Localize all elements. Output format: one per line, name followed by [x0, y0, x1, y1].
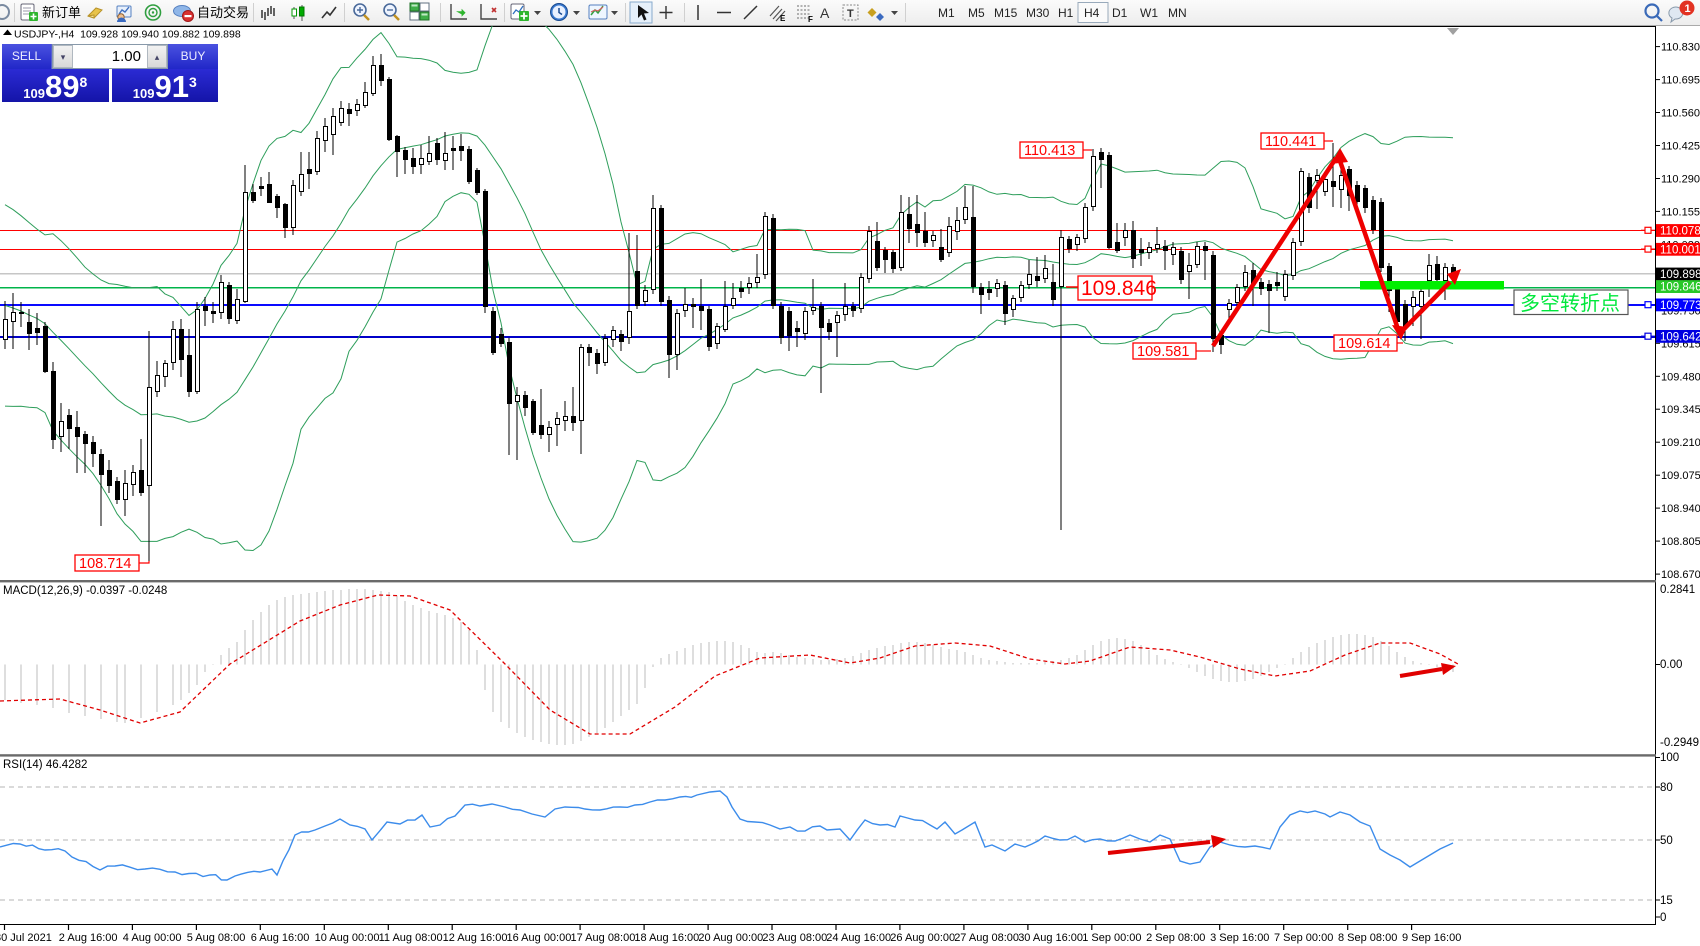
- svg-text:15: 15: [1660, 895, 1673, 907]
- svg-text:109.846: 109.846: [1660, 282, 1700, 294]
- svg-text:12 Aug 16:00: 12 Aug 16:00: [443, 932, 508, 944]
- svg-text:17 Aug 08:00: 17 Aug 08:00: [571, 932, 636, 944]
- svg-text:4 Aug 00:00: 4 Aug 00:00: [123, 932, 182, 944]
- svg-text:10 Aug 00:00: 10 Aug 00:00: [315, 932, 380, 944]
- svg-text:30 Jul 2021: 30 Jul 2021: [0, 932, 52, 944]
- svg-text:110.441: 110.441: [1265, 134, 1316, 150]
- svg-text:26 Aug 00:00: 26 Aug 00:00: [890, 932, 955, 944]
- svg-text:M30: M30: [1026, 6, 1050, 20]
- svg-text:RSI(14) 46.4282: RSI(14) 46.4282: [3, 759, 87, 771]
- svg-text:A: A: [820, 5, 830, 21]
- svg-text:27 Aug 08:00: 27 Aug 08:00: [954, 932, 1019, 944]
- svg-text:16 Aug 00:00: 16 Aug 00:00: [507, 932, 572, 944]
- svg-text:108.714: 108.714: [79, 556, 131, 572]
- svg-text:H4: H4: [1084, 6, 1100, 20]
- svg-text:USDJPY-,H4 109.928 109.940 10: USDJPY-,H4 109.928 109.940 109.882 109.8…: [14, 29, 241, 41]
- svg-text:9 Sep 16:00: 9 Sep 16:00: [1402, 932, 1461, 944]
- svg-text:100: 100: [1660, 752, 1679, 764]
- svg-text:T: T: [847, 8, 854, 20]
- svg-text:80: 80: [1660, 782, 1673, 794]
- svg-text:W1: W1: [1140, 6, 1158, 20]
- svg-text:3 Sep 16:00: 3 Sep 16:00: [1210, 932, 1269, 944]
- svg-text:110.078: 110.078: [1660, 226, 1700, 238]
- svg-text:F: F: [808, 15, 813, 24]
- svg-text:109.846: 109.846: [1081, 277, 1157, 300]
- svg-text:5 Aug 08:00: 5 Aug 08:00: [187, 932, 246, 944]
- svg-text:新订单: 新订单: [42, 5, 81, 20]
- svg-text:110.425: 110.425: [1661, 141, 1700, 153]
- svg-text:2 Aug 16:00: 2 Aug 16:00: [59, 932, 118, 944]
- svg-text:30 Aug 16:00: 30 Aug 16:00: [1018, 932, 1083, 944]
- svg-text:108.805: 108.805: [1661, 536, 1700, 548]
- svg-text:109.642: 109.642: [1660, 331, 1700, 343]
- svg-text:110.290: 110.290: [1661, 174, 1700, 186]
- svg-text:109.345: 109.345: [1661, 404, 1700, 416]
- svg-text:108.670: 108.670: [1661, 569, 1700, 581]
- svg-text:M5: M5: [968, 6, 985, 20]
- svg-text:M1: M1: [938, 6, 955, 20]
- svg-text:20 Aug 00:00: 20 Aug 00:00: [698, 932, 763, 944]
- svg-text:D1: D1: [1112, 6, 1128, 20]
- svg-text:0.00: 0.00: [1660, 659, 1682, 671]
- svg-text:109.898: 109.898: [1660, 269, 1700, 281]
- svg-text:110.560: 110.560: [1661, 108, 1700, 120]
- svg-text:MACD(12,26,9) -0.0397 -0.0248: MACD(12,26,9) -0.0397 -0.0248: [3, 585, 167, 597]
- svg-text:50: 50: [1660, 835, 1673, 847]
- svg-text:109.614: 109.614: [1338, 336, 1390, 352]
- svg-text:109.581: 109.581: [1137, 344, 1189, 360]
- svg-text:M15: M15: [994, 6, 1018, 20]
- svg-text:-0.2949: -0.2949: [1660, 737, 1699, 749]
- svg-text:109.075: 109.075: [1661, 470, 1700, 482]
- svg-text:24 Aug 16:00: 24 Aug 16:00: [826, 932, 891, 944]
- svg-text:110.001: 110.001: [1660, 244, 1700, 256]
- svg-text:MN: MN: [1168, 6, 1187, 20]
- svg-text:6 Aug 16:00: 6 Aug 16:00: [251, 932, 310, 944]
- svg-text:108.940: 108.940: [1661, 503, 1700, 515]
- svg-text:11 Aug 08:00: 11 Aug 08:00: [379, 932, 443, 944]
- svg-text:110.155: 110.155: [1661, 206, 1700, 218]
- svg-text:0: 0: [1660, 912, 1666, 924]
- svg-text:H1: H1: [1058, 6, 1074, 20]
- svg-text:2 Sep 08:00: 2 Sep 08:00: [1146, 932, 1205, 944]
- svg-text:110.413: 110.413: [1024, 143, 1075, 159]
- svg-text:0.2841: 0.2841: [1660, 584, 1695, 596]
- svg-text:1: 1: [1685, 3, 1691, 15]
- svg-text:7 Sep 00:00: 7 Sep 00:00: [1274, 932, 1333, 944]
- svg-text:23 Aug 08:00: 23 Aug 08:00: [762, 932, 827, 944]
- svg-text:自动交易: 自动交易: [197, 5, 249, 20]
- svg-text:18 Aug 16:00: 18 Aug 16:00: [634, 932, 699, 944]
- svg-text:109.480: 109.480: [1661, 371, 1700, 383]
- svg-text:E: E: [780, 14, 786, 23]
- svg-text:109.773: 109.773: [1660, 300, 1700, 312]
- svg-text:110.695: 110.695: [1661, 75, 1700, 87]
- svg-text:110.830: 110.830: [1661, 42, 1700, 54]
- svg-text:多空转折点: 多空转折点: [1520, 292, 1620, 315]
- svg-text:109.210: 109.210: [1661, 437, 1700, 449]
- svg-text:8 Sep 08:00: 8 Sep 08:00: [1338, 932, 1397, 944]
- svg-text:1 Sep 00:00: 1 Sep 00:00: [1082, 932, 1141, 944]
